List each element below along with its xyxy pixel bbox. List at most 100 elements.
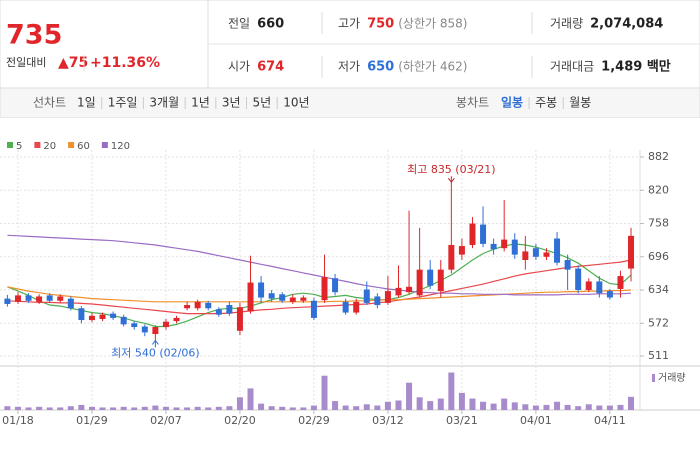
x-tick-label: 02/29 [298, 414, 330, 427]
volume-bar [585, 404, 592, 410]
range-tab[interactable]: 3년 [222, 96, 241, 110]
candle-body [310, 300, 317, 318]
candle-body [458, 246, 465, 255]
candle-body [300, 297, 307, 301]
period-tab[interactable]: 일봉 [501, 96, 523, 110]
volume-bar [522, 404, 529, 410]
annotation-label: 최저 540 (02/06) [111, 346, 200, 359]
candle-body [184, 305, 191, 309]
x-tick-label: 01/29 [76, 414, 108, 427]
volume-bar [205, 407, 212, 410]
chart-panel [0, 118, 700, 450]
candle-body [606, 291, 613, 298]
candle-body [543, 252, 550, 257]
volume-legend-label: 거래량 [658, 372, 686, 384]
y-tick-label: 511 [648, 349, 669, 362]
range-tab[interactable]: 1년 [191, 96, 210, 110]
candle-body [332, 278, 339, 293]
candle-body [215, 309, 222, 315]
volume-bar [67, 406, 74, 410]
volume-bar [46, 407, 53, 410]
candle-body [268, 293, 275, 299]
range-tab[interactable]: 1일 [77, 96, 96, 110]
volume-bar [628, 396, 635, 410]
volume-bar [437, 398, 444, 410]
period-tab[interactable]: 월봉 [569, 96, 591, 110]
stat-label: 거래량 [550, 17, 583, 31]
range-tab[interactable]: 3개월 [149, 96, 179, 110]
candle-body [564, 259, 571, 270]
volume-bar [374, 405, 381, 410]
range-tab[interactable]: 10년 [283, 96, 309, 110]
change-percent: +11.36% [90, 55, 160, 71]
stat-value: 2,074,084 [590, 17, 663, 32]
volume-bar [321, 375, 328, 410]
x-tick-label: 04/11 [594, 414, 626, 427]
volume-bar [490, 403, 497, 410]
candle-body [162, 321, 169, 328]
candle-body [4, 298, 11, 304]
candle-body [617, 276, 624, 289]
candle-body [448, 244, 455, 270]
legend-label: 120 [111, 141, 130, 152]
volume-bar [289, 407, 296, 410]
x-tick-label: 04/01 [520, 414, 552, 427]
candle-body [384, 291, 391, 303]
legend-label: 5 [16, 141, 22, 152]
candle-body [289, 297, 296, 302]
candle-body [46, 295, 53, 301]
stat-label: 시가 [228, 60, 250, 74]
range-tab[interactable]: 5년 [253, 96, 272, 110]
legend-label: 20 [43, 141, 56, 152]
moving-average-line [7, 234, 632, 296]
volume-bar [575, 406, 582, 410]
volume-bar [268, 406, 275, 410]
candle-body [131, 323, 138, 328]
change-label: 전일대비 [6, 55, 46, 69]
period-tab[interactable]: 주봉 [535, 96, 557, 110]
candle-body [342, 301, 349, 313]
volume-bar [596, 405, 603, 410]
candle-body [353, 301, 360, 313]
candle-body [14, 295, 21, 302]
volume-bar [99, 407, 106, 410]
volume-bar [416, 397, 423, 410]
stat-label: 고가 [338, 17, 360, 31]
stat-label: 저가 [338, 60, 360, 74]
stat-value: 750 [367, 17, 394, 32]
tab-group-label: 봉차트 [456, 96, 489, 110]
volume-bar [406, 382, 413, 410]
candle-body [437, 269, 444, 292]
tab-bar [0, 87, 700, 119]
volume-bar [258, 403, 265, 410]
candle-body [279, 294, 286, 301]
candle-body [152, 327, 159, 335]
legend-swatch [68, 142, 75, 148]
stat-label: 거래대금 [550, 60, 594, 74]
candle-body [532, 248, 539, 257]
candle-body [501, 239, 508, 249]
volume-bar [57, 407, 64, 410]
volume-bar [543, 404, 550, 410]
range-tab[interactable]: 1주일 [108, 96, 138, 110]
candle-body [522, 251, 529, 260]
volume-bar [78, 404, 85, 410]
volume-bar [617, 404, 624, 410]
candle-body [99, 314, 106, 319]
candle-body [258, 282, 265, 298]
volume-bar [427, 401, 434, 410]
candle-body [236, 307, 243, 331]
y-tick-label: 572 [648, 316, 669, 329]
stat-value: 674 [257, 60, 284, 75]
candle-body [67, 298, 74, 309]
volume-bar [564, 404, 571, 410]
volume-bar [448, 372, 455, 410]
volume-bar [532, 405, 539, 410]
volume-bar [173, 407, 180, 410]
candle-body [321, 277, 328, 301]
x-tick-label: 03/12 [372, 414, 404, 427]
volume-bar [480, 401, 487, 410]
candle-body [628, 235, 635, 269]
stat-note: (상한가 858) [398, 17, 467, 31]
moving-average-line [7, 259, 632, 315]
